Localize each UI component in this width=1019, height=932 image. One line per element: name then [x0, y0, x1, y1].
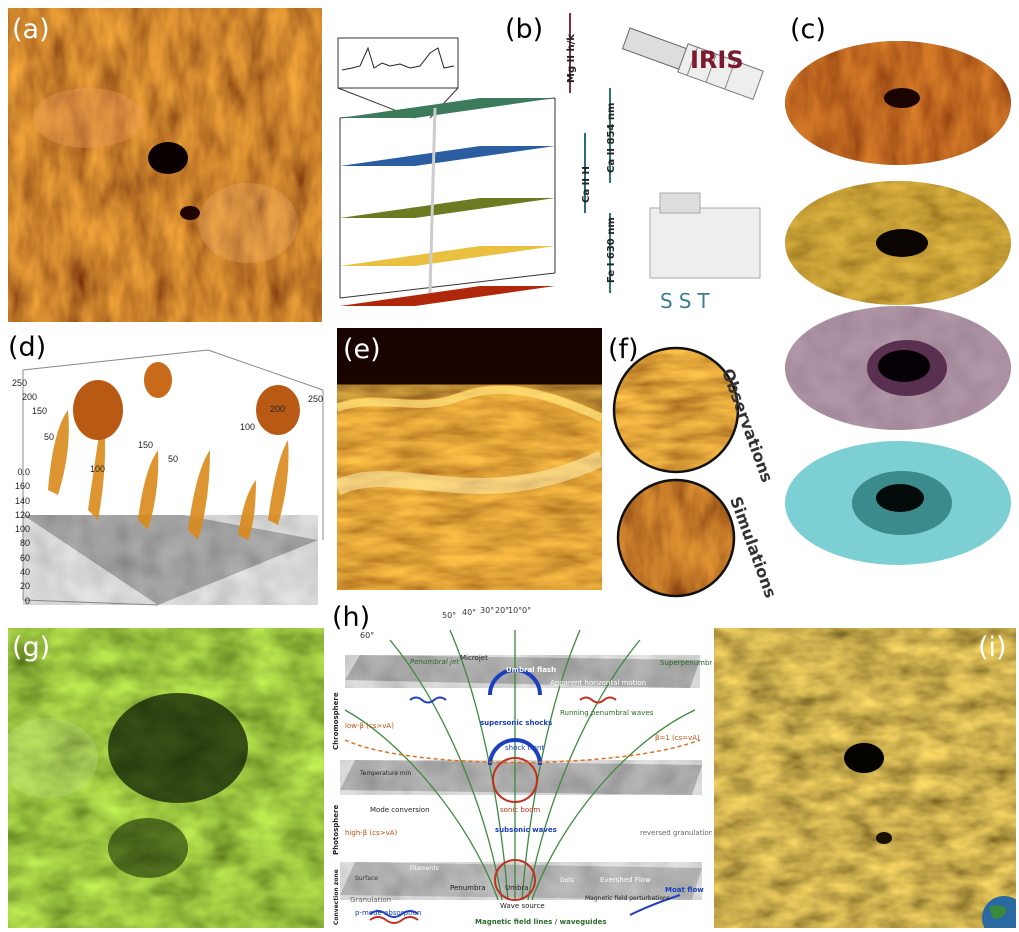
- z-tick: 120: [8, 508, 30, 522]
- annot-subsonic: subsonic waves: [495, 826, 557, 834]
- angle-40: 40°: [462, 608, 476, 617]
- annot-superpenumbra: Superpenumbra: [660, 659, 712, 667]
- y-tick: 250: [12, 378, 27, 388]
- annot-apparent-motion: Apparent horizontal motion: [550, 679, 646, 687]
- line-ca-ii-h: Ca II H: [581, 166, 592, 203]
- angle-50: 50°: [442, 611, 456, 620]
- x-tick: 150: [138, 440, 153, 450]
- annot-field-perturbations: Magnetic field perturbations: [585, 895, 670, 902]
- y-tick: 150: [32, 406, 47, 416]
- panel-e-svg: [337, 328, 602, 590]
- annot-penumbral-jet: Penumbral jet: [410, 658, 459, 666]
- panel-g-svg: [8, 628, 324, 928]
- line-ca-ii-854: Ca II 854 nm: [606, 103, 617, 173]
- y-tick: 100: [240, 422, 255, 432]
- annot-supersonic: supersonic shocks: [480, 719, 552, 727]
- x-tick: 250: [308, 394, 323, 404]
- annot-running-waves: Running penumbral waves: [560, 709, 654, 717]
- zone-photosphere: Photosphere: [332, 805, 340, 855]
- annot-sonic-boom: sonic boom: [500, 806, 540, 814]
- annot-penumbra: Penumbra: [450, 884, 486, 892]
- annot-evershed-flow: Evershed Flow: [600, 876, 651, 884]
- annot-umbra: Umbra: [505, 884, 529, 892]
- panel-i-label: (i): [978, 632, 1007, 663]
- panel-a-label: (a): [12, 14, 50, 45]
- panel-b-layers-svg: IRIS SST: [330, 8, 780, 322]
- panel-h-label: (h): [332, 602, 370, 633]
- panel-i-gold-image: (i): [714, 628, 1016, 928]
- annot-reversed-granulation: reversed granulation: [640, 829, 712, 837]
- panel-g-green-image: (g): [8, 628, 324, 928]
- panel-e-label: (e): [343, 334, 381, 365]
- panel-d-3d-render: (d) 0.0 160 140 120 100 80 60 40 20 0 50…: [8, 330, 330, 610]
- panel-i-svg: [714, 628, 1016, 928]
- panel-h-schematic: 50° 40° 30° 20° 10° 0° 60° Chromosphere …: [330, 600, 712, 928]
- iris-logo: IRIS: [690, 46, 744, 74]
- panel-f-observations-simulations: (f) Observations Simulations: [608, 330, 784, 598]
- z-tick: 20: [8, 579, 30, 593]
- panel-d-label: (d): [8, 332, 46, 363]
- angle-10: 10°: [508, 606, 522, 615]
- panel-a-chromosphere-image: (a): [8, 8, 322, 322]
- panel-c-label: (c): [790, 14, 826, 45]
- y-tick: 50: [168, 454, 178, 464]
- z-tick: 100: [8, 522, 30, 536]
- z-tick: 0.0: [8, 465, 30, 479]
- x-tick: 100: [90, 464, 105, 474]
- x-tick: 50: [44, 432, 54, 442]
- panel-e-limb-image: (e): [337, 328, 602, 590]
- annot-low-beta: low-β (cs>vA): [345, 722, 394, 730]
- angle-0: 0°: [522, 606, 531, 615]
- x-tick: 200: [270, 404, 285, 414]
- zone-chromosphere: Chromosphere: [332, 692, 340, 750]
- panel-d-svg: [8, 330, 330, 610]
- zone-convection: Convection zone: [333, 869, 340, 925]
- annot-temp-min: Temperature min: [359, 770, 411, 777]
- panel-a-texture: [8, 8, 322, 322]
- z-tick: 80: [8, 536, 30, 550]
- panel-f-label: (f): [608, 334, 639, 365]
- annot-granulation: Granulation: [350, 896, 391, 904]
- z-tick: 60: [8, 551, 30, 565]
- annot-beta-1: β=1 (cs=vA): [655, 734, 700, 742]
- sst-logo: SST: [660, 289, 716, 313]
- panel-c-ellipses: [782, 8, 1014, 578]
- panel-g-label: (g): [12, 632, 50, 663]
- panel-b-label: (b): [505, 14, 543, 45]
- annot-moat-flow: Moat flow: [665, 886, 704, 894]
- annot-microjet: Microjet: [460, 654, 488, 662]
- panel-c-multiwavelength: (c): [782, 8, 1014, 578]
- annot-high-beta: high-β (cs>vA): [345, 829, 398, 837]
- angle-30: 30°: [480, 606, 494, 615]
- annot-shock-front: shock front: [505, 744, 544, 752]
- y-tick: 200: [22, 392, 37, 402]
- annot-wave-source: Wave source: [500, 902, 545, 910]
- panel-b-diagram: IRIS SST (b) Mg II h/k Ca II 854 nm Ca I…: [330, 8, 780, 322]
- annot-dots: Dots: [560, 877, 574, 884]
- annot-mode-conversion: Mode conversion: [370, 806, 430, 814]
- z-tick: 140: [8, 494, 30, 508]
- annot-surface: Surface: [355, 875, 378, 882]
- z-tick: 40: [8, 565, 30, 579]
- line-fe-i: Fe I 630 nm: [606, 217, 617, 283]
- annot-field-lines: Magnetic field lines / waveguides: [475, 918, 607, 926]
- annot-p-mode: p-mode absorption: [355, 909, 421, 917]
- annot-filaments: Filaments: [410, 865, 439, 872]
- annot-umbral-flash: Umbral flash: [506, 666, 556, 674]
- panel-d-z-axis: 0.0 160 140 120 100 80 60 40 20 0: [8, 465, 30, 608]
- z-tick: 0: [8, 594, 30, 608]
- panel-h-svg: 50° 40° 30° 20° 10° 0° 60° Chromosphere …: [330, 600, 712, 928]
- line-mg-ii: Mg II h/k: [566, 34, 577, 83]
- z-tick: 160: [8, 479, 30, 493]
